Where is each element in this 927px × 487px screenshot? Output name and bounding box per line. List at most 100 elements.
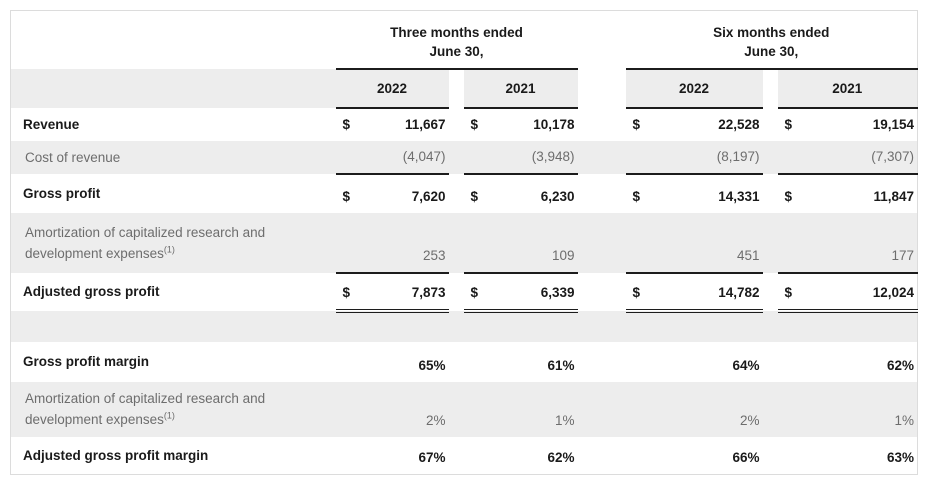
cell-value: 253	[335, 212, 449, 274]
cell-value: $12,024	[777, 272, 918, 313]
column-gap	[448, 212, 464, 273]
column-gap	[578, 437, 626, 475]
year-header: 2021	[777, 68, 918, 109]
row-label: Amortization of capitalized research and…	[10, 212, 336, 273]
column-gap	[577, 381, 626, 437]
row-gross-profit-margin: Gross profit margin 65% 61% 64% 62%	[11, 342, 918, 382]
column-gap	[763, 273, 778, 311]
column-gap	[763, 437, 778, 475]
cell-value: 61%	[547, 357, 575, 373]
row-label: Cost of revenue	[10, 140, 336, 174]
cell-value: $11,847	[784, 188, 915, 204]
currency-symbol: $	[784, 284, 793, 300]
gross-profit-table: Three months ended June 30, Six months e…	[10, 10, 919, 475]
currency-symbol: $	[342, 188, 351, 204]
cell-value: 109	[463, 212, 578, 274]
table-row-period-headers: Three months ended June 30, Six months e…	[11, 10, 918, 70]
row-gross-profit: Gross profit $7,620 $6,230 $14,331 $11,8…	[11, 174, 918, 213]
cell-value: (8,197)	[625, 140, 763, 175]
period-title: Three months ended	[390, 24, 523, 40]
cell-value: (3,948)	[463, 140, 578, 175]
currency-symbol: $	[470, 188, 479, 204]
column-gap	[762, 381, 778, 437]
row-cost-of-revenue: Cost of revenue (4,047) (3,948) (8,197) …	[10, 140, 918, 175]
period-title: Six months ended	[713, 24, 830, 40]
cell-value: 63%	[887, 450, 915, 465]
column-gap	[449, 437, 464, 475]
cell-value: $6,230	[470, 188, 575, 204]
column-gap	[578, 342, 626, 382]
cell-value: 67%	[418, 450, 446, 465]
cell-value: $11,667	[342, 116, 446, 132]
empty-corner-cell	[11, 11, 336, 69]
column-gap	[449, 273, 464, 311]
column-gap	[448, 140, 464, 174]
column-gap	[449, 342, 464, 382]
row-label: Revenue	[23, 116, 80, 132]
currency-symbol: $	[784, 188, 793, 204]
column-gap	[577, 140, 626, 174]
column-gap	[577, 68, 626, 108]
row-amortization-expenses: Amortization of capitalized research and…	[10, 212, 918, 274]
row-revenue: Revenue $11,667 $10,178 $22,528 $19,154	[11, 108, 918, 141]
cell-value: 62%	[887, 357, 915, 373]
year-header: 2021	[463, 68, 578, 109]
cell-value: $19,154	[784, 116, 915, 132]
cell-value: 451	[625, 212, 763, 274]
column-gap	[763, 174, 778, 213]
currency-symbol: $	[632, 284, 641, 300]
spacer-cell	[10, 310, 918, 342]
currency-symbol: $	[342, 116, 351, 132]
column-gap	[578, 108, 626, 141]
cell-value: 2%	[625, 381, 763, 437]
column-gap	[577, 212, 626, 273]
footnote-marker: (1)	[163, 410, 175, 421]
row-adjusted-gross-profit: Adjusted gross profit $7,873 $6,339 $14,…	[11, 272, 918, 313]
column-gap	[762, 140, 778, 174]
empty-label-cell	[10, 68, 336, 108]
row-label: Amortization of capitalized research and…	[10, 381, 336, 437]
currency-symbol: $	[632, 116, 641, 132]
cell-value: 62%	[547, 450, 575, 465]
cell-value: $14,782	[625, 272, 763, 313]
column-gap	[762, 212, 778, 273]
cell-value: 1%	[777, 381, 918, 437]
row-label: Adjusted gross profit margin	[23, 447, 209, 463]
column-gap	[763, 342, 778, 382]
cell-value: $14,331	[632, 188, 760, 204]
period-subtitle: June 30,	[744, 43, 799, 59]
period-subtitle: June 30,	[429, 43, 484, 59]
column-gap	[578, 174, 626, 213]
column-gap	[448, 381, 464, 437]
column-gap	[763, 108, 778, 141]
cell-value: 65%	[418, 357, 446, 373]
currency-symbol: $	[342, 284, 351, 300]
cell-value: $7,873	[335, 272, 449, 313]
column-gap	[449, 174, 464, 213]
cell-value: 177	[777, 212, 918, 274]
column-gap	[449, 108, 464, 141]
column-gap	[762, 68, 778, 108]
cell-value: $22,528	[632, 116, 760, 132]
row-label: Adjusted gross profit	[23, 284, 160, 299]
cell-value: 66%	[732, 450, 760, 465]
row-amortization-expenses-percent: Amortization of capitalized research and…	[10, 381, 918, 437]
cell-value: 2%	[335, 381, 449, 437]
cell-value: 1%	[463, 381, 578, 437]
column-gap	[578, 273, 626, 311]
column-gap	[448, 68, 464, 108]
row-adjusted-gross-profit-margin: Adjusted gross profit margin 67% 62% 66%…	[11, 437, 918, 475]
currency-symbol: $	[470, 284, 479, 300]
column-gap	[578, 11, 626, 69]
year-header: 2022	[625, 68, 763, 109]
cell-value: $7,620	[342, 188, 446, 204]
cell-value: $6,339	[463, 272, 578, 313]
spacer-row	[10, 310, 918, 342]
cell-value: (4,047)	[335, 140, 449, 175]
cell-value: (7,307)	[777, 140, 918, 175]
period-header-three-months: Three months ended June 30,	[335, 10, 578, 70]
year-header: 2022	[335, 68, 449, 109]
currency-symbol: $	[784, 116, 793, 132]
currency-symbol: $	[470, 116, 479, 132]
currency-symbol: $	[632, 188, 641, 204]
